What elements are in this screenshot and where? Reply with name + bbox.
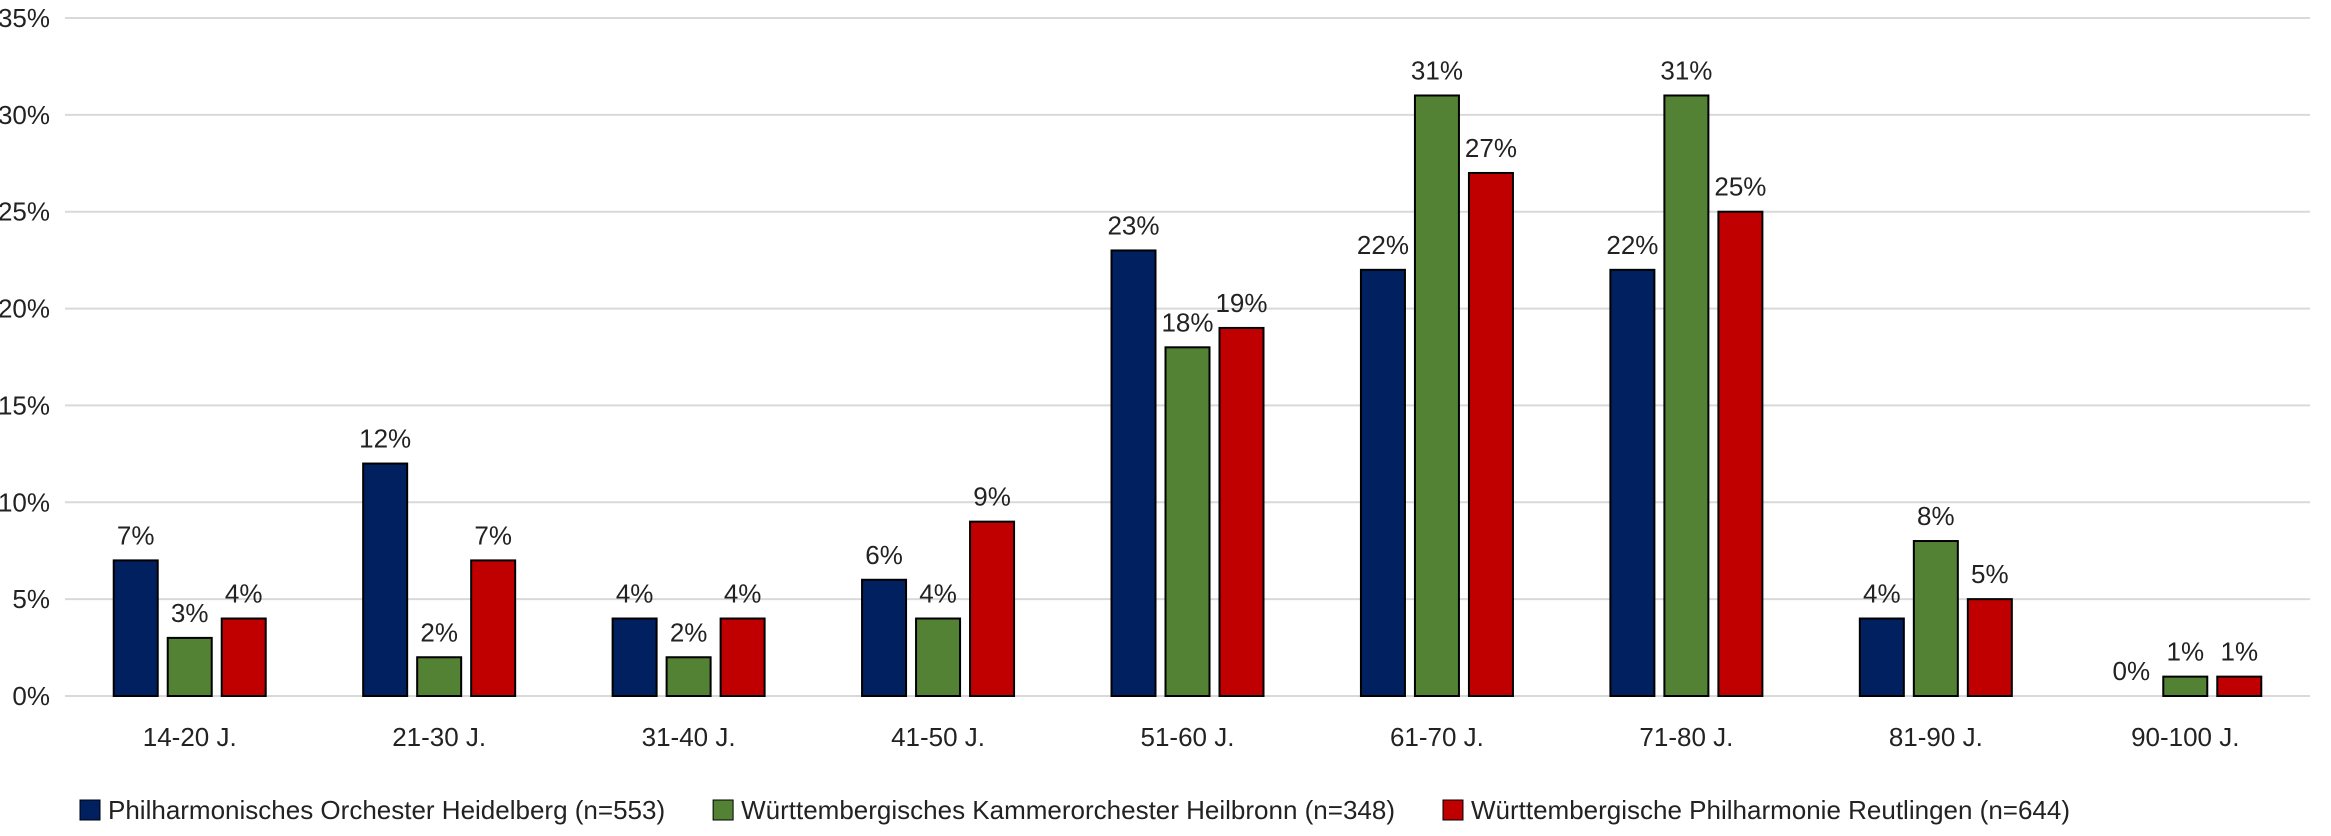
- data-label: 27%: [1465, 133, 1517, 163]
- data-label: 7%: [474, 520, 512, 550]
- data-label: 22%: [1606, 230, 1658, 260]
- x-tick-label: 51-60 J.: [1141, 722, 1235, 752]
- bar: [166, 636, 213, 698]
- legend-label: Württembergische Philharmonie Reutlingen…: [1471, 795, 2070, 825]
- data-label: 2%: [420, 617, 458, 647]
- bar: [1609, 268, 1656, 697]
- bar: [362, 462, 409, 697]
- legend-label: Philharmonisches Orchester Heidelberg (n…: [108, 795, 665, 825]
- y-tick-label: 10%: [0, 487, 50, 517]
- legend-item: Philharmonisches Orchester Heidelberg (n…: [79, 795, 665, 825]
- x-tick-label: 81-90 J.: [1889, 722, 1983, 752]
- legend-swatch: [712, 799, 734, 821]
- x-tick-label: 90-100 J.: [2131, 722, 2239, 752]
- y-axis-tick-labels: 0% 5% 10% 15% 20% 25% 30% 35%: [0, 3, 50, 711]
- data-label: 3%: [171, 598, 209, 628]
- data-label: 4%: [616, 579, 654, 609]
- x-tick-label: 21-30 J.: [392, 722, 486, 752]
- data-label: 23%: [1107, 210, 1159, 240]
- bar: [1110, 249, 1157, 697]
- y-tick-label: 15%: [0, 390, 50, 420]
- bar: [1663, 94, 1710, 697]
- data-label: 0%: [2112, 656, 2150, 686]
- x-tick-label: 61-70 J.: [1390, 722, 1484, 752]
- bar: [611, 617, 658, 697]
- bar: [2216, 675, 2263, 698]
- bar: [416, 656, 463, 697]
- bar: [1359, 268, 1406, 697]
- bar: [1912, 540, 1959, 697]
- x-tick-label: 41-50 J.: [891, 722, 985, 752]
- data-label: 1%: [2166, 637, 2204, 667]
- data-label: 25%: [1714, 172, 1766, 202]
- data-label: 1%: [2220, 637, 2258, 667]
- bar: [665, 656, 712, 697]
- x-tick-label: 14-20 J.: [143, 722, 237, 752]
- legend-label: Württembergisches Kammerorchester Heilbr…: [741, 795, 1395, 825]
- legend-swatch: [1442, 799, 1464, 821]
- bar: [969, 520, 1016, 698]
- data-label: 4%: [225, 579, 263, 609]
- bar: [1717, 210, 1764, 697]
- data-label: 4%: [724, 579, 762, 609]
- data-label: 2%: [670, 617, 708, 647]
- bar: [1164, 346, 1211, 697]
- data-label: 8%: [1917, 501, 1955, 531]
- data-label: 9%: [973, 482, 1011, 512]
- bar: [1413, 94, 1460, 697]
- bar: [220, 617, 267, 697]
- data-label: 12%: [359, 424, 411, 454]
- bar: [719, 617, 766, 697]
- data-label: 4%: [919, 579, 957, 609]
- y-tick-label: 20%: [0, 294, 50, 324]
- legend-item: Württembergische Philharmonie Reutlingen…: [1442, 795, 2070, 825]
- bar: [470, 559, 517, 698]
- x-tick-label: 31-40 J.: [642, 722, 736, 752]
- data-labels: 7% 3% 4% 12% 2% 7% 4% 2% 4% 6% 4% 9% 23% 18%19% 22% 31%…: [117, 55, 2258, 686]
- bar: [1218, 326, 1265, 697]
- bar: [1966, 598, 2013, 698]
- bar: [1858, 617, 1905, 697]
- y-tick-label: 0%: [12, 681, 50, 711]
- data-label: 19%: [1215, 288, 1267, 318]
- y-tick-label: 30%: [0, 100, 50, 130]
- y-tick-label: 35%: [0, 3, 50, 33]
- data-label: 7%: [117, 520, 155, 550]
- y-tick-label: 25%: [0, 197, 50, 227]
- data-label: 31%: [1660, 55, 1712, 85]
- data-label: 4%: [1863, 579, 1901, 609]
- bar: [1467, 171, 1514, 697]
- data-label: 18%: [1161, 307, 1213, 337]
- bar: [861, 578, 908, 697]
- data-label: 6%: [865, 540, 903, 570]
- bar: [112, 559, 159, 698]
- legend-swatch: [79, 799, 101, 821]
- data-label: 22%: [1357, 230, 1409, 260]
- x-axis-tick-labels: 14-20 J. 21-30 J. 31-40 J. 41-50 J. 51-60 J.…: [143, 722, 2240, 752]
- y-tick-label: 5%: [12, 584, 50, 614]
- legend: Philharmonisches Orchester Heidelberg (n…: [79, 795, 2070, 825]
- data-label: 31%: [1411, 55, 1463, 85]
- x-tick-label: 71-80 J.: [1639, 722, 1733, 752]
- data-label: 5%: [1971, 559, 2009, 589]
- legend-item: Württembergisches Kammerorchester Heilbr…: [712, 795, 1395, 825]
- bar: [915, 617, 962, 697]
- bar: [2162, 675, 2209, 698]
- bars: [112, 94, 2263, 698]
